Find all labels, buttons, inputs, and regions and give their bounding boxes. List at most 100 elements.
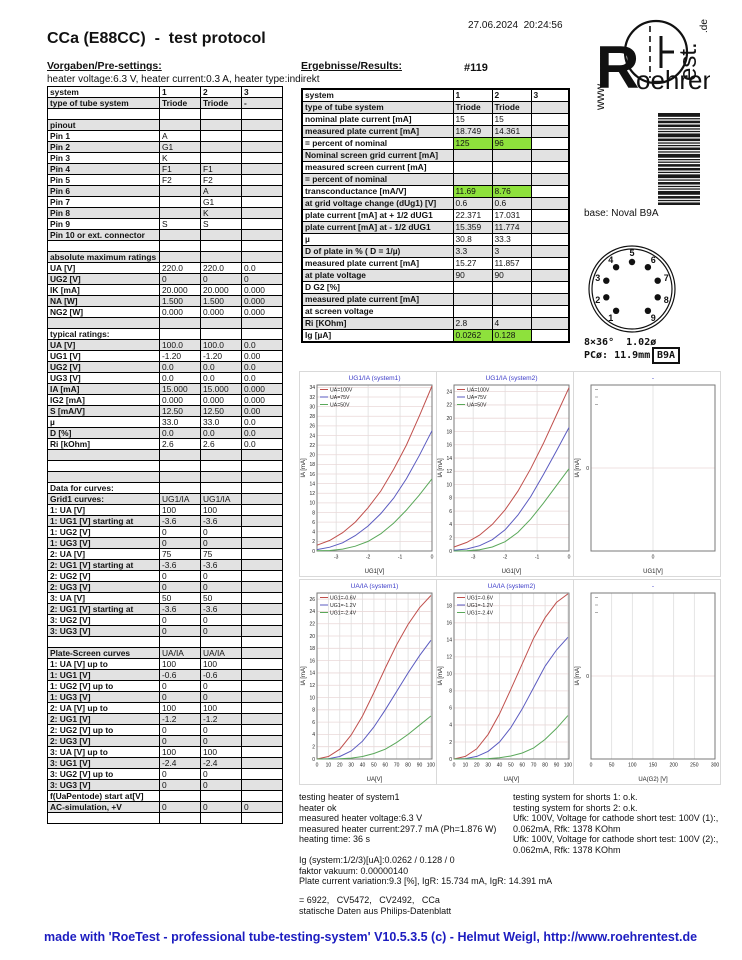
row-value: 15 bbox=[452, 113, 493, 126]
table-row: 1: UA [V] 100 100 bbox=[47, 504, 283, 516]
table-row: 1: UG2 [V] 0 0 bbox=[47, 526, 283, 538]
row-value: 0.128 bbox=[491, 329, 532, 343]
row-value: 0 bbox=[200, 724, 242, 736]
barcode bbox=[658, 113, 700, 205]
row-value bbox=[159, 196, 201, 208]
svg-text:90: 90 bbox=[417, 763, 423, 769]
row-value: 0 bbox=[200, 614, 242, 626]
svg-text:0: 0 bbox=[449, 549, 452, 555]
table-row: 3: UG3 [V] 0 0 bbox=[47, 625, 283, 637]
svg-text:0: 0 bbox=[453, 763, 456, 769]
table-row: measured plate current [mA] 15.27 11.857 bbox=[301, 257, 570, 270]
row-value: 20.000 bbox=[200, 284, 242, 296]
row-value: 0 bbox=[200, 537, 242, 549]
row-label: = percent of nominal bbox=[301, 137, 454, 150]
row-value bbox=[241, 449, 283, 461]
row-value: 12.50 bbox=[200, 405, 242, 417]
row-label: µ bbox=[47, 416, 160, 428]
row-value bbox=[200, 130, 242, 142]
row-value bbox=[530, 317, 570, 330]
row-value bbox=[159, 251, 201, 263]
row-label: 3: UG2 [V] up to bbox=[47, 768, 160, 780]
row-value: 33.3 bbox=[491, 233, 532, 246]
row-value bbox=[241, 669, 283, 681]
row-label: S [mA/V] bbox=[47, 405, 160, 417]
row-value: -3.6 bbox=[159, 515, 201, 527]
row-label bbox=[47, 108, 160, 120]
svg-text:0: 0 bbox=[449, 757, 452, 763]
row-value: 0 bbox=[200, 273, 242, 285]
svg-text:4: 4 bbox=[449, 522, 452, 528]
row-value: 0 bbox=[200, 691, 242, 703]
results-table: system 1 2 3 type of tube system Triode Triode… bbox=[301, 88, 570, 343]
row-label: UG2 [V] bbox=[47, 273, 160, 285]
row-value: 0.000 bbox=[200, 306, 242, 318]
row-value: 0.0 bbox=[200, 372, 242, 384]
row-value bbox=[241, 251, 283, 263]
row-value: S bbox=[159, 218, 201, 230]
row-label: Pin 7 bbox=[47, 196, 160, 208]
table-row: Pin 5 F2 F2 bbox=[47, 174, 283, 186]
row-value: 0.0 bbox=[241, 416, 283, 428]
row-value: 100 bbox=[159, 746, 201, 758]
row-label: pinout bbox=[47, 119, 160, 131]
table-row: NG2 [W] 0.000 0.000 0.000 bbox=[47, 306, 283, 318]
row-label: IK [mA] bbox=[47, 284, 160, 296]
row-value: 14.361 bbox=[491, 125, 532, 138]
svg-text:12: 12 bbox=[309, 491, 315, 497]
row-value: 15 bbox=[491, 113, 532, 126]
row-label: IG2 [mA] bbox=[47, 394, 160, 406]
svg-text:IA [mA]: IA [mA] bbox=[301, 458, 307, 478]
results-label: Ergebnisse/Results: bbox=[301, 60, 402, 72]
row-value bbox=[241, 658, 283, 670]
row-value: 100 bbox=[159, 702, 201, 714]
row-value: 100 bbox=[159, 504, 201, 516]
svg-text:28: 28 bbox=[309, 414, 315, 420]
row-label: 2: UG2 [V] bbox=[47, 570, 160, 582]
row-value bbox=[530, 149, 570, 162]
table-row: IG2 [mA] 0.000 0.000 0.000 bbox=[47, 394, 283, 406]
table-row: D [%] 0.0 0.0 0.0 bbox=[47, 427, 283, 439]
row-value: F2 bbox=[159, 174, 201, 186]
table-row: UA [V] 220.0 220.0 0.0 bbox=[47, 262, 283, 274]
row-value bbox=[530, 329, 570, 343]
row-value bbox=[491, 281, 532, 294]
row-value bbox=[200, 251, 242, 263]
svg-text:UG1=-1.2V: UG1=-1.2V bbox=[330, 603, 357, 609]
row-value bbox=[200, 240, 242, 252]
row-value bbox=[200, 636, 242, 648]
pin-number: 2 bbox=[595, 295, 600, 305]
table-row: Pin 4 F1 F1 bbox=[47, 163, 283, 175]
row-value: 0.000 bbox=[241, 394, 283, 406]
svg-text:UG1=-1.2V: UG1=-1.2V bbox=[467, 603, 494, 609]
table-row: 1: UG2 [V] up to 0 0 bbox=[47, 680, 283, 692]
row-value bbox=[241, 735, 283, 747]
svg-text:18: 18 bbox=[446, 604, 452, 610]
row-value: Triode bbox=[159, 97, 201, 109]
equivalent-types: = 6922, CV5472, CV2492, CCa bbox=[299, 895, 440, 905]
row-value bbox=[241, 779, 283, 791]
svg-text:-2: -2 bbox=[503, 555, 508, 561]
row-label bbox=[47, 460, 160, 472]
row-value bbox=[241, 471, 283, 483]
note-line: Ufk: 100V, Voltage for cathode short tes… bbox=[513, 834, 719, 844]
row-value: 22.371 bbox=[452, 209, 493, 222]
row-label: UG3 [V] bbox=[47, 372, 160, 384]
row-value: 2 bbox=[200, 86, 242, 98]
row-value: K bbox=[200, 207, 242, 219]
pin-dot bbox=[603, 294, 610, 301]
row-value bbox=[241, 119, 283, 131]
svg-text:60: 60 bbox=[520, 763, 526, 769]
svg-text:26: 26 bbox=[309, 424, 315, 430]
pin-dot bbox=[644, 307, 652, 314]
row-value bbox=[200, 449, 242, 461]
table-row: UG2 [V] 0.0 0.0 0.0 bbox=[47, 361, 283, 373]
note-line: faktor vakuum: 0.00000140 bbox=[299, 865, 409, 876]
row-value bbox=[159, 328, 201, 340]
svg-text:18: 18 bbox=[309, 646, 315, 652]
note-line: heater ok bbox=[299, 802, 337, 813]
svg-text:12: 12 bbox=[446, 469, 452, 475]
table-row: Ig [µA] 0.0262 0.128 bbox=[301, 329, 570, 343]
row-value: F2 bbox=[200, 174, 242, 186]
